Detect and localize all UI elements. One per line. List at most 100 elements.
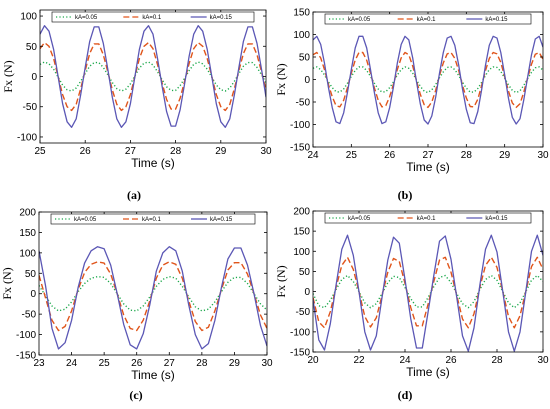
x-tick-label: 25	[346, 150, 358, 161]
series-line-ka-0-05	[39, 275, 267, 312]
y-axis-label: Fx (N)	[274, 265, 288, 297]
x-axis-label: Time (s)	[131, 156, 175, 170]
x-tick-label: 26	[445, 355, 457, 366]
x-axis-label: Time (s)	[406, 160, 450, 174]
x-tick-label: 29	[229, 358, 241, 369]
y-tick-label: 200	[293, 207, 310, 218]
x-axis-label: Time (s)	[131, 368, 175, 382]
legend-label: kA=0.15	[210, 15, 233, 21]
x-tick-label: 26	[131, 358, 143, 369]
x-axis-label: Time (s)	[406, 365, 450, 379]
y-tick-label: 50	[299, 53, 311, 64]
x-tick-label: 26	[384, 150, 396, 161]
y-tick-label: -50	[23, 102, 38, 113]
x-tick-label: 27	[422, 150, 434, 161]
plot-frame	[312, 11, 544, 148]
y-tick-label: 100	[20, 12, 37, 23]
legend-label: kA=0.05	[75, 15, 98, 21]
series-line-ka-0-05	[40, 61, 266, 92]
x-tick-label: 28	[196, 358, 208, 369]
y-tick-label: -150	[290, 143, 310, 154]
panel-c: 23 24 25 26 27 28 29 30 -150 -100 -50 0 50 100 150 200 T…	[0, 208, 273, 403]
x-tick-label: 28	[461, 150, 473, 161]
legend: kA=0.05 kA=0.1 kA=0.15	[50, 213, 256, 225]
legend-label: kA=0.05	[74, 217, 97, 223]
y-tick-label: -100	[16, 330, 36, 341]
y-tick-label: 0	[31, 72, 37, 83]
y-axis-label: Fx (N)	[0, 267, 14, 299]
legend: kA=0.05 kA=0.1 kA=0.15	[324, 212, 532, 224]
series-line-ka-0-05	[313, 274, 543, 309]
x-tick-label: 25	[34, 146, 46, 157]
y-tick-label: 0	[30, 289, 36, 300]
y-axis-label: Fx (N)	[1, 60, 15, 92]
x-tick-label: 26	[80, 146, 92, 157]
x-tick-label: 20	[307, 355, 319, 366]
legend-label: kA=0.15	[485, 216, 508, 222]
legend-label: kA=0.1	[417, 216, 437, 222]
y-tick-label: 200	[19, 208, 36, 219]
x-tick-label: 24	[307, 150, 319, 161]
y-tick-label: -100	[290, 120, 310, 131]
y-tick-label: 0	[304, 287, 310, 298]
x-tick-label: 30	[537, 150, 549, 161]
panel-caption: (c)	[129, 388, 142, 402]
x-tick-label: 27	[164, 358, 176, 369]
series-line-ka-0-15	[313, 234, 543, 352]
legend-label: kA=0.1	[417, 17, 437, 23]
y-tick-label: 150	[293, 8, 310, 19]
series-group	[313, 234, 543, 352]
legend-label: kA=0.05	[348, 17, 371, 23]
series-line-ka-0-15	[39, 246, 267, 350]
y-tick-label: -100	[290, 327, 310, 338]
series-line-ka-0-1	[313, 256, 543, 329]
legend: kA=0.05 kA=0.1 kA=0.15	[324, 13, 532, 25]
series-line-ka-0-15	[313, 35, 543, 125]
x-tick-label: 24	[66, 358, 78, 369]
x-tick-label: 27	[125, 146, 137, 157]
x-tick-label: 29	[215, 146, 227, 157]
legend-box	[324, 13, 532, 25]
y-tick-label: 50	[26, 42, 38, 53]
y-tick-label: -150	[290, 348, 310, 359]
series-group	[40, 25, 266, 128]
panel-a: 25 26 27 28 29 30 -100 -50 0 50 100 Time (s) Fx (N) k…	[1, 9, 272, 202]
y-tick-label: 100	[19, 248, 36, 259]
y-tick-label: -100	[17, 132, 37, 143]
y-tick-label: 0	[304, 75, 310, 86]
x-tick-label: 22	[353, 355, 365, 366]
y-tick-label: 150	[19, 228, 36, 239]
series-line-ka-0-1	[39, 261, 267, 332]
y-tick-label: -150	[16, 351, 36, 362]
plot-frame	[38, 211, 268, 356]
y-tick-label: 100	[293, 247, 310, 258]
legend-label: kA=0.05	[348, 216, 371, 222]
x-tick-label: 30	[537, 355, 549, 366]
y-tick-label: 50	[299, 267, 311, 278]
x-tick-label: 25	[99, 358, 111, 369]
legend-label: kA=0.15	[210, 217, 233, 223]
series-line-ka-0-15	[40, 25, 266, 128]
y-axis-label: Fx (N)	[274, 63, 288, 95]
panel-b: 24 25 26 27 28 29 30 -150 -100 -50 0 50 100 150 Time (…	[274, 8, 549, 203]
legend-label: kA=0.1	[142, 15, 162, 21]
panel-caption: (d)	[398, 388, 413, 402]
x-tick-label: 30	[261, 358, 273, 369]
y-tick-label: -50	[296, 307, 311, 318]
y-tick-label: 100	[293, 30, 310, 41]
panel-d: 20 22 24 26 28 30 -150 -100 -50 0 50 100 150 200 Time …	[274, 207, 549, 403]
x-tick-label: 24	[399, 355, 411, 366]
series-group	[39, 246, 267, 350]
y-tick-label: -50	[296, 98, 311, 109]
x-tick-label: 28	[170, 146, 182, 157]
x-tick-label: 23	[33, 358, 45, 369]
y-tick-label: 150	[293, 227, 310, 238]
x-tick-label: 30	[260, 146, 272, 157]
panel-caption: (b)	[398, 188, 413, 202]
legend-label: kA=0.1	[142, 217, 162, 223]
legend: kA=0.05 kA=0.1 kA=0.15	[51, 11, 255, 23]
legend-label: kA=0.15	[485, 17, 508, 23]
x-tick-label: 28	[491, 355, 503, 366]
series-line-ka-0-1	[40, 41, 266, 112]
